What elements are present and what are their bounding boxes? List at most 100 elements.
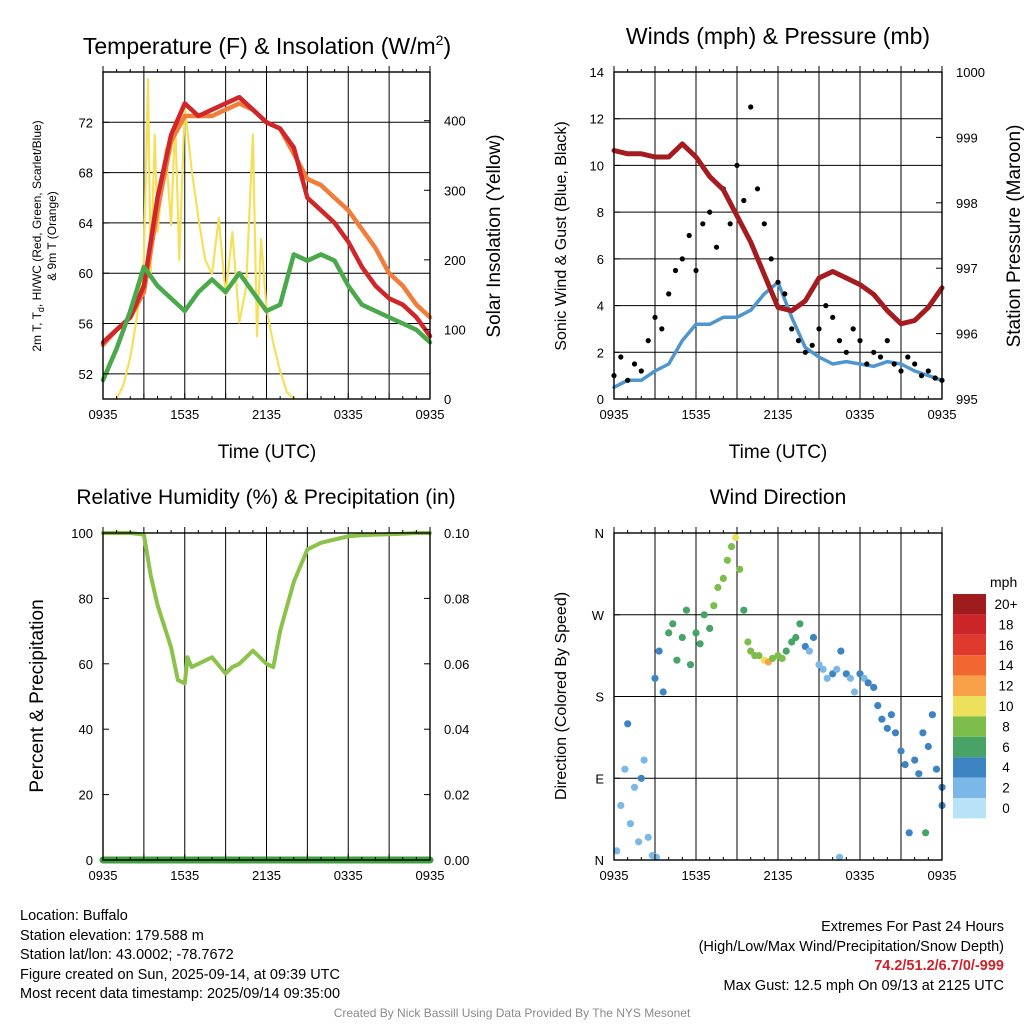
gust-point <box>884 338 890 344</box>
humidity-y-label: Percent & Precipitation <box>27 599 48 792</box>
direction-point <box>860 674 868 682</box>
legend-swatch <box>953 594 986 615</box>
direction-point <box>678 633 686 642</box>
gust-point <box>754 186 761 192</box>
speed-color-legend: mph 20+ 18 16 14 12 10 8 6 4 2 0 <box>953 574 1018 819</box>
gust-point <box>707 209 713 215</box>
x-tick-label: 0935 <box>416 407 445 422</box>
gust-point <box>631 361 638 367</box>
gust-point <box>871 349 877 355</box>
direction-point <box>723 556 732 564</box>
x-tick-label: 0935 <box>600 868 629 883</box>
gust-point <box>789 326 795 332</box>
legend-label: 16 <box>998 638 1013 653</box>
legend-label: 12 <box>998 679 1013 694</box>
direction-point <box>878 715 886 723</box>
direction-point <box>659 688 667 696</box>
legend-label: 10 <box>998 699 1013 714</box>
gust-point <box>830 314 836 320</box>
direction-point <box>768 654 777 663</box>
direction-point <box>919 729 927 737</box>
y2-tick-label: 0.00 <box>444 853 469 868</box>
gust-point <box>727 221 733 227</box>
gust-point <box>734 162 740 168</box>
y-tick-label: 40 <box>79 722 93 737</box>
humidity-panel: Relative Humidity (%) & Precipitation (i… <box>27 486 469 883</box>
direction-point <box>911 756 919 764</box>
direction-point <box>905 829 913 837</box>
y-tick-label: 12 <box>590 112 604 127</box>
direction-point <box>626 820 635 828</box>
direction-y-label: Direction (Colored By Speed) <box>553 592 570 800</box>
legend-unit: mph <box>990 574 1017 590</box>
y-tick-label: 56 <box>79 317 93 332</box>
y-tick-label: 64 <box>79 216 93 231</box>
direction-point <box>613 847 621 855</box>
direction-point <box>887 711 896 719</box>
gust-point <box>782 291 788 297</box>
gust-point <box>768 256 774 262</box>
y-tick-label: 4 <box>597 299 604 314</box>
temperature-panel: Temperature (F) & Insolation (W/m2) 0935… <box>30 32 505 463</box>
gust-point <box>666 291 672 297</box>
y-tick-label: 80 <box>79 591 93 606</box>
y-tick-label: 52 <box>79 367 93 382</box>
x-tick-label: 0935 <box>89 407 118 422</box>
direction-point <box>883 724 891 732</box>
x-tick-label: 2135 <box>252 868 281 883</box>
direction-point <box>640 756 648 764</box>
gust-point <box>802 349 808 355</box>
figure-created: Figure created on Sun, 2025-09-14, at 09… <box>20 966 340 983</box>
legend-swatch <box>953 736 986 758</box>
direction-point <box>696 640 704 648</box>
direction-point <box>624 720 632 728</box>
legend-label: 20+ <box>995 597 1018 612</box>
gust-point <box>693 267 699 274</box>
direction-point <box>617 801 625 810</box>
x-tick-label: 0335 <box>846 407 875 422</box>
direction-point <box>901 761 909 769</box>
legend-swatch <box>953 757 986 778</box>
direction-point <box>928 711 937 719</box>
x-tick-label: 2135 <box>764 868 793 883</box>
direction-point <box>755 652 763 660</box>
y2-tick-label: 997 <box>956 261 978 276</box>
direction-point <box>644 833 652 841</box>
direction-point <box>665 629 673 637</box>
y2-tick-label: 0.06 <box>444 657 469 672</box>
direction-point <box>700 611 708 619</box>
gust-point <box>775 279 781 285</box>
gust-point <box>625 377 631 383</box>
x-tick-label: 0335 <box>334 407 363 422</box>
humidity-ticks: 0935 1535 2135 0335 09350204060801000.000.02… <box>71 526 469 883</box>
legend-swatch <box>953 655 986 676</box>
station-latlon: Station lat/lon: 43.0002; -78.7672 <box>20 947 234 963</box>
legend-swatch <box>953 634 986 656</box>
direction-point <box>621 765 629 773</box>
direction-point <box>815 661 823 669</box>
direction-point <box>744 638 752 646</box>
temperature-x-label: Time (UTC) <box>218 442 317 463</box>
winds-x-label: Time (UTC) <box>729 442 828 463</box>
direction-point <box>706 624 714 633</box>
gust-point <box>816 326 822 332</box>
direction-points <box>613 533 946 861</box>
direction-point <box>692 629 700 637</box>
legend-swatch <box>953 798 986 819</box>
x-tick-label: 2135 <box>252 407 281 422</box>
direction-point <box>915 770 923 778</box>
direction-point <box>635 838 643 846</box>
y-tick-label: 72 <box>79 115 93 130</box>
y2-tick-label: 400 <box>444 114 466 129</box>
direction-panel: Wind Direction 0935 1535 2135 0335 0935NESWN… <box>553 486 1018 883</box>
y-tick-label: 10 <box>590 158 604 173</box>
gust-point <box>686 232 692 239</box>
direction-point <box>870 683 878 692</box>
direction-point <box>732 533 740 542</box>
pressure-y-label: Station Pressure (Maroon) <box>1004 125 1024 348</box>
winds-series <box>611 104 945 390</box>
direction-point <box>714 583 722 592</box>
gust-point <box>932 375 938 381</box>
y-tick-label: W <box>592 608 605 623</box>
